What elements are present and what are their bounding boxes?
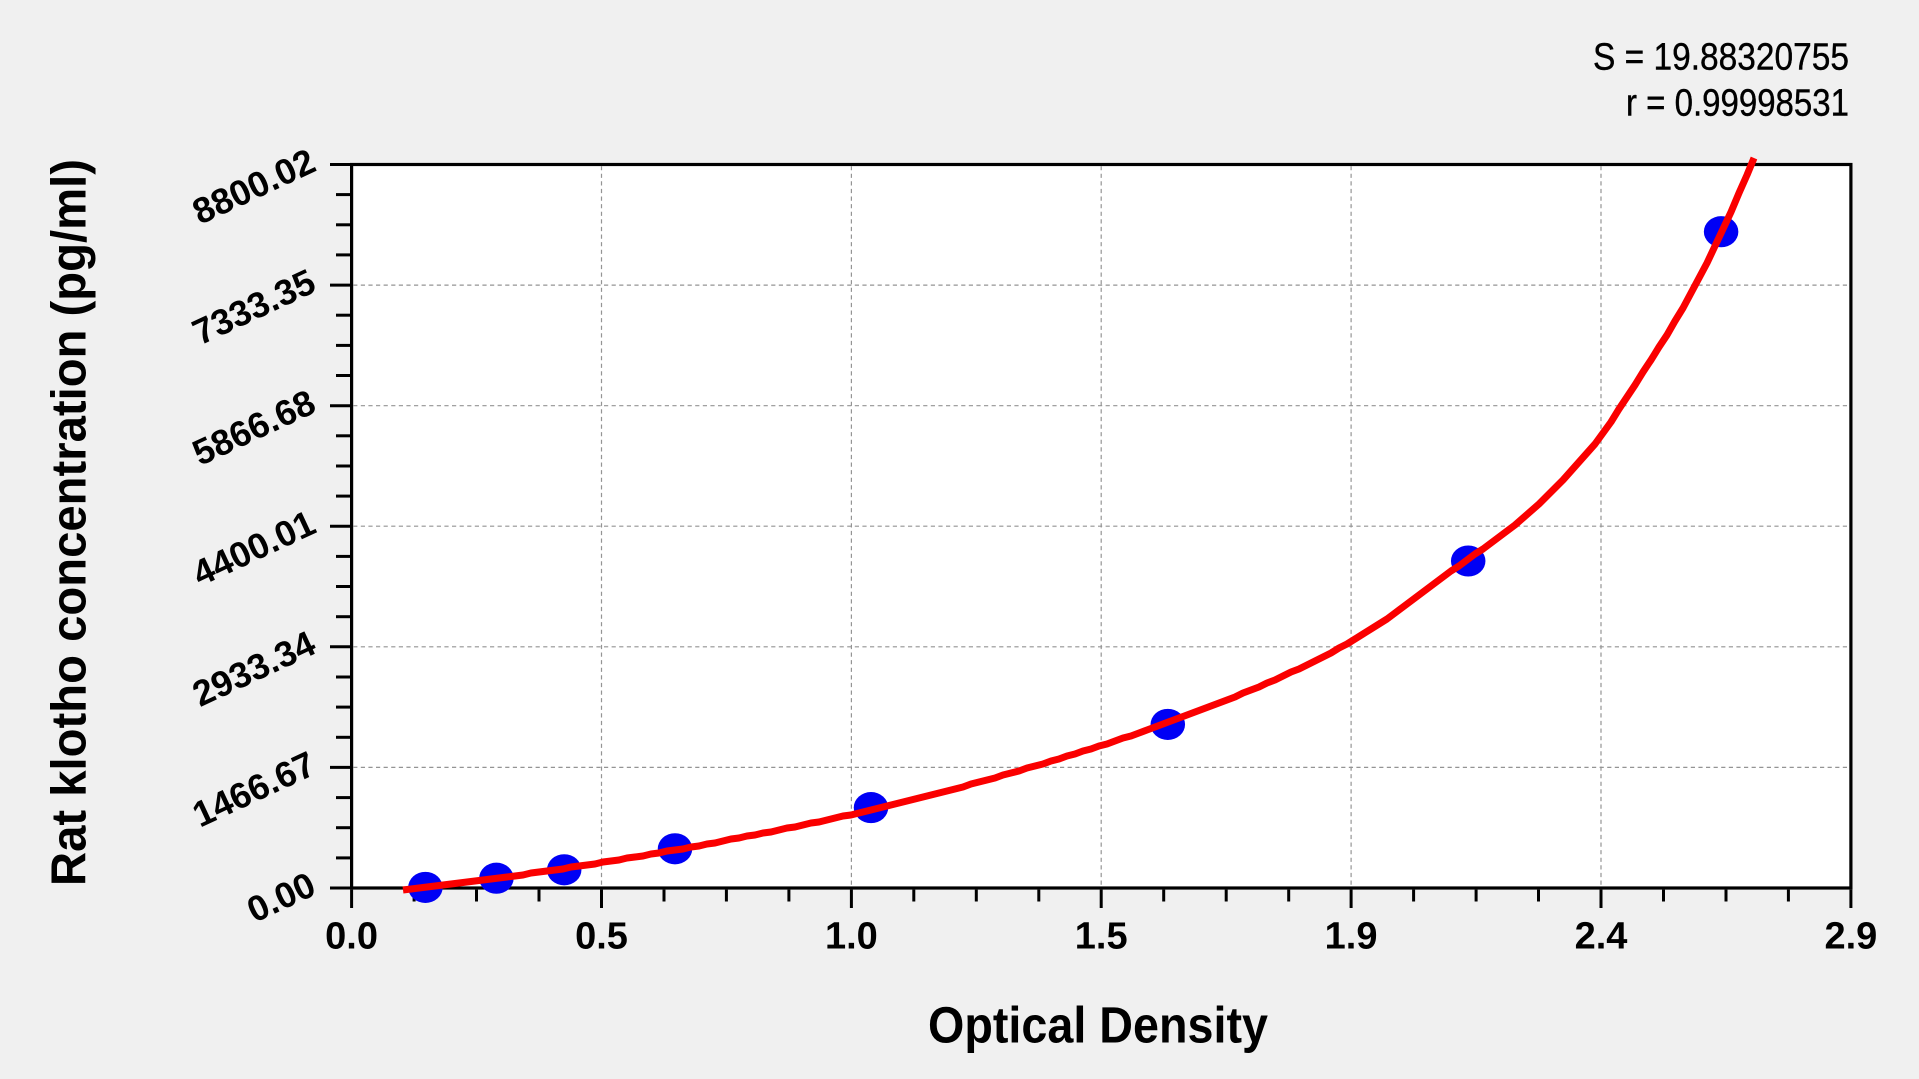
svg-text:1.0: 1.0 <box>825 916 878 958</box>
svg-text:2.9: 2.9 <box>1824 916 1877 958</box>
svg-text:2.4: 2.4 <box>1575 916 1628 958</box>
svg-text:Rat klotho concentration (pg/m: Rat klotho concentration (pg/ml) <box>43 159 97 886</box>
svg-text:1.5: 1.5 <box>1075 916 1128 958</box>
svg-text:0.5: 0.5 <box>575 916 628 958</box>
svg-text:Optical Density: Optical Density <box>928 997 1269 1054</box>
svg-text:1.9: 1.9 <box>1325 916 1378 958</box>
svg-text:r = 0.99998531: r = 0.99998531 <box>1626 83 1849 125</box>
svg-text:0.0: 0.0 <box>325 916 378 958</box>
svg-text:S = 19.88320755: S = 19.88320755 <box>1593 37 1849 79</box>
